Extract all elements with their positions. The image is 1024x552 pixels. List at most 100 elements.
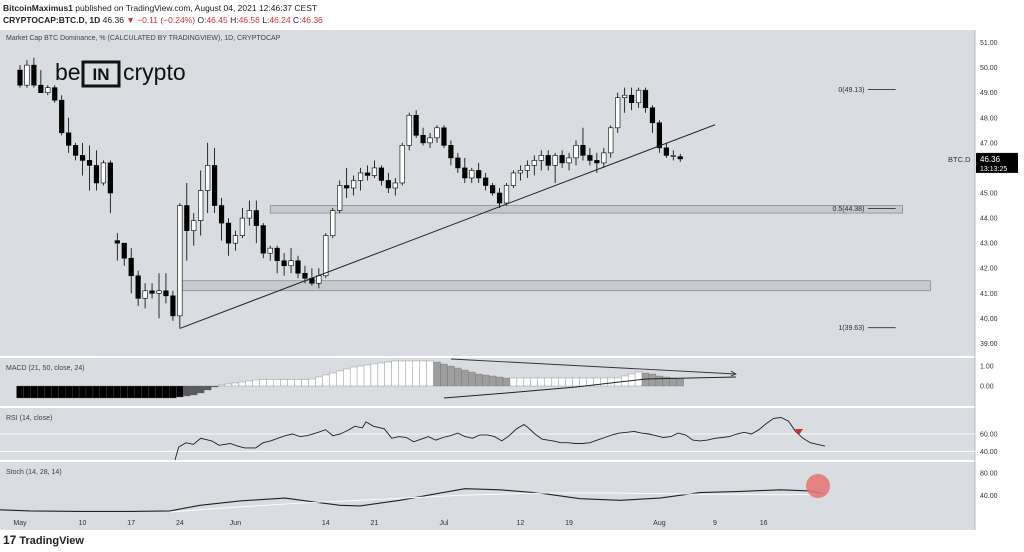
candle-up bbox=[239, 217, 246, 236]
macd-divergence-arrowhead bbox=[730, 370, 737, 377]
candle-up bbox=[503, 185, 510, 204]
published-info: published on TradingView.com, August 04,… bbox=[75, 3, 318, 13]
macd-histogram-bar bbox=[148, 385, 156, 399]
macd-histogram-bar bbox=[551, 377, 559, 387]
price-tag-symbol-bg bbox=[945, 152, 973, 165]
publisher-line: BitcoinMaximus1 published on TradingView… bbox=[3, 3, 317, 13]
macd-histogram-bar bbox=[92, 385, 101, 399]
macd-histogram-bar bbox=[197, 385, 205, 394]
y-tick-label: 47.00 bbox=[980, 140, 998, 147]
macd-histogram-bar bbox=[426, 360, 434, 387]
macd-histogram-bar bbox=[377, 362, 386, 387]
time-axis-bg bbox=[0, 512, 975, 530]
candle-up bbox=[406, 114, 412, 146]
candle-up bbox=[142, 290, 148, 299]
macd-histogram-bar bbox=[440, 363, 448, 387]
ohlc-open: 46.45 bbox=[206, 15, 228, 25]
macd-histogram-bar bbox=[287, 379, 295, 387]
candle-down bbox=[93, 165, 100, 184]
candle-up bbox=[267, 247, 273, 254]
candle-down bbox=[66, 132, 72, 146]
candle-up bbox=[615, 97, 621, 129]
candle-up bbox=[531, 160, 537, 166]
chart-title: Market Cap BTC Dominance, % (CALCULATED … bbox=[6, 35, 281, 42]
macd-y-tick: 0.00 bbox=[980, 384, 994, 391]
candle-up bbox=[566, 157, 572, 164]
macd-histogram-bar bbox=[231, 382, 240, 387]
macd-histogram-bar bbox=[447, 365, 455, 387]
macd-histogram-bar bbox=[315, 376, 323, 387]
macd-histogram-bar bbox=[516, 377, 525, 387]
candle-up bbox=[469, 170, 475, 179]
macd-histogram-bar bbox=[336, 370, 344, 387]
candle-down bbox=[628, 94, 635, 104]
macd-histogram-bar bbox=[162, 385, 170, 399]
macd-histogram-bar bbox=[30, 385, 38, 399]
y-tick-label: 40.00 bbox=[980, 316, 998, 323]
macd-histogram-bar bbox=[301, 379, 309, 387]
candle-down bbox=[121, 242, 127, 259]
macd-histogram-bar bbox=[565, 377, 573, 387]
x-tick-label: 19 bbox=[565, 520, 573, 527]
macd-histogram-bar bbox=[343, 368, 351, 387]
candle-down bbox=[677, 156, 683, 160]
tradingview-logo[interactable]: 17 TradingView bbox=[3, 533, 84, 547]
x-tick-label: 21 bbox=[371, 520, 379, 527]
candle-up bbox=[635, 89, 642, 104]
rsi-line bbox=[174, 417, 826, 461]
macd-histogram-bar bbox=[461, 369, 469, 387]
macd-histogram-bar bbox=[134, 385, 142, 399]
y-tick-label: 43.00 bbox=[980, 241, 998, 248]
x-tick-label: 10 bbox=[79, 520, 87, 527]
macd-histogram-bar bbox=[558, 377, 566, 387]
support-zone bbox=[269, 205, 903, 214]
candle-down bbox=[476, 170, 482, 179]
macd-histogram-bar bbox=[634, 371, 643, 387]
logo-be: be bbox=[55, 59, 81, 85]
candle-down bbox=[52, 87, 58, 101]
candle-up bbox=[608, 127, 614, 154]
fib-level-label: 0.5(44.38) bbox=[833, 206, 865, 213]
macd-y-tick: 1.00 bbox=[980, 364, 994, 371]
candle-down bbox=[413, 114, 419, 136]
macd-histogram-bar bbox=[127, 385, 135, 399]
candle-down bbox=[149, 290, 155, 294]
ohlc-o-label: O: bbox=[197, 15, 207, 25]
y-tick-label: 41.00 bbox=[980, 291, 998, 298]
stoch-d-line bbox=[169, 492, 826, 513]
y-tick-label: 48.00 bbox=[980, 115, 998, 122]
macd-histogram-bar bbox=[99, 385, 108, 399]
candle-down bbox=[260, 225, 266, 254]
candle-down bbox=[545, 155, 551, 166]
macd-histogram-bar bbox=[85, 385, 94, 399]
ohlc-c-label: C: bbox=[293, 15, 302, 25]
macd-histogram-bar bbox=[322, 374, 330, 387]
candle-down bbox=[274, 247, 280, 262]
candle-down bbox=[489, 185, 496, 194]
logo-crypto: crypto bbox=[123, 59, 186, 85]
symbol-label: CRYPTOCAP:BTC.D, 1D bbox=[3, 15, 101, 25]
macd-histogram-bar bbox=[363, 364, 372, 387]
logo-in: IN bbox=[93, 65, 110, 84]
candle-down bbox=[218, 205, 225, 224]
author-name[interactable]: BitcoinMaximus1 bbox=[3, 3, 73, 13]
candle-up bbox=[371, 167, 378, 176]
x-tick-label: 9 bbox=[713, 520, 717, 527]
ohlc-close: 46.36 bbox=[301, 15, 323, 25]
x-tick-label: May bbox=[13, 520, 27, 527]
ascending-trendline bbox=[179, 124, 716, 329]
macd-divergence-line bbox=[450, 358, 736, 375]
ohlc-high: 46.56 bbox=[238, 15, 260, 25]
macd-histogram-bar bbox=[58, 385, 66, 399]
macd-histogram-bar bbox=[433, 361, 441, 387]
macd-histogram-bar bbox=[37, 385, 45, 399]
candle-up bbox=[427, 137, 433, 144]
price-change: ▼ −0.11 (−0.24%) bbox=[126, 15, 196, 25]
macd-histogram-bar bbox=[71, 385, 80, 399]
candle-down bbox=[462, 167, 468, 179]
chart-header: BitcoinMaximus1 published on TradingView… bbox=[0, 0, 1024, 27]
rsi-y-tick: 60.00 bbox=[980, 432, 998, 439]
candle-up bbox=[288, 260, 294, 267]
candle-down bbox=[455, 157, 461, 169]
